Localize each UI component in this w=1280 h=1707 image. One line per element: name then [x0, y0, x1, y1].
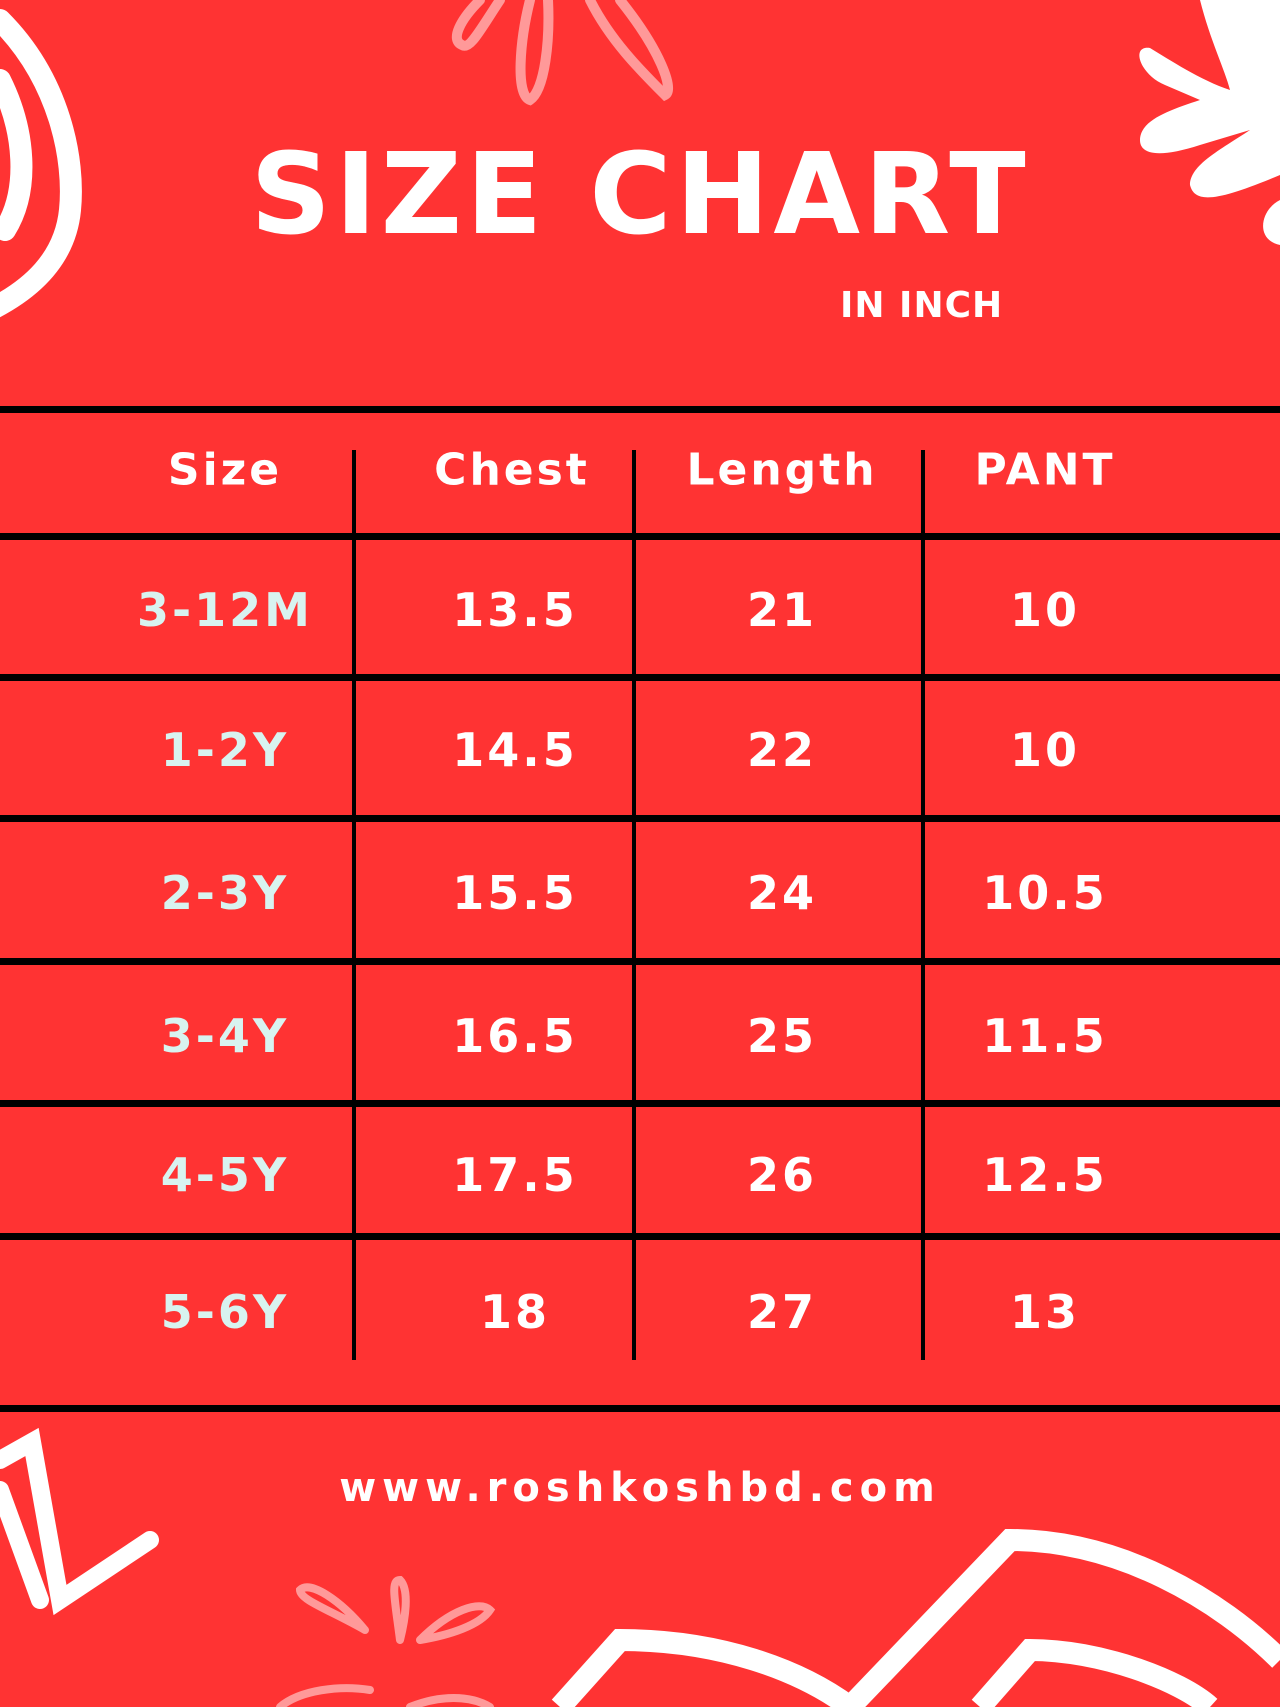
table-divider: [0, 674, 1280, 681]
cell-size: 5-6Y: [160, 1285, 290, 1339]
table-divider: [0, 1233, 1280, 1240]
cell-pant: 12.5: [982, 1148, 1108, 1202]
pink-flower-top: [451, 0, 673, 106]
website-url: www.roshkoshbd.com: [339, 1465, 941, 1511]
table-divider: [0, 1405, 1280, 1412]
cell-length: 21: [746, 583, 817, 637]
cell-chest: 17.5: [452, 1148, 578, 1202]
header-size: Size: [167, 444, 283, 496]
cell-chest: 18: [479, 1285, 550, 1339]
column-divider: [632, 450, 636, 1360]
table-divider: [0, 1100, 1280, 1107]
cell-length: 22: [746, 723, 817, 777]
cell-size: 3-12M: [137, 583, 313, 637]
column-divider: [921, 450, 925, 1360]
table-divider: [0, 958, 1280, 965]
cell-size: 4-5Y: [160, 1148, 290, 1202]
table-divider: [0, 406, 1280, 413]
column-divider: [352, 450, 356, 1360]
white-arcs-bottom-right: [551, 1528, 1280, 1707]
cell-size: 3-4Y: [160, 1009, 290, 1063]
cell-length: 25: [746, 1009, 817, 1063]
pink-flower-bottom: [276, 1575, 496, 1707]
cell-chest: 15.5: [452, 866, 578, 920]
cell-length: 24: [746, 866, 817, 920]
table-divider: [0, 533, 1280, 540]
cell-chest: 13.5: [452, 583, 578, 637]
cell-pant: 13: [1009, 1285, 1080, 1339]
cell-size: 1-2Y: [160, 723, 290, 777]
header-pant: PANT: [974, 444, 1116, 496]
page-title: SIZE CHART: [250, 130, 1030, 260]
cell-chest: 16.5: [452, 1009, 578, 1063]
header-length: Length: [686, 444, 878, 496]
cell-chest: 14.5: [452, 723, 578, 777]
cell-pant: 10: [1009, 723, 1080, 777]
table-divider: [0, 815, 1280, 822]
cell-size: 2-3Y: [160, 866, 290, 920]
cell-pant: 11.5: [982, 1009, 1108, 1063]
cell-length: 27: [746, 1285, 817, 1339]
cell-pant: 10.5: [982, 866, 1108, 920]
unit-subtitle: IN INCH: [840, 285, 1004, 326]
header-chest: Chest: [434, 444, 590, 496]
cell-length: 26: [746, 1148, 817, 1202]
cell-pant: 10: [1009, 583, 1080, 637]
